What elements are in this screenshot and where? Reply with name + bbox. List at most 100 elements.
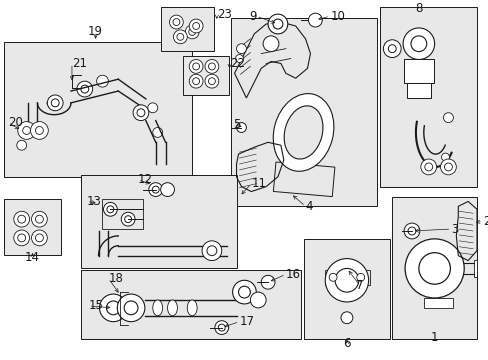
Bar [81, 270, 300, 339]
Circle shape [51, 99, 59, 107]
Circle shape [22, 126, 30, 134]
Circle shape [185, 25, 199, 39]
Circle shape [236, 44, 246, 54]
Circle shape [103, 202, 117, 216]
Circle shape [47, 95, 63, 111]
Circle shape [272, 19, 282, 29]
Text: 3: 3 [450, 222, 458, 235]
Bar [406, 83, 430, 98]
Circle shape [81, 85, 88, 93]
Text: 21: 21 [72, 57, 87, 70]
Bar [81, 175, 236, 269]
Circle shape [424, 163, 432, 171]
Circle shape [77, 81, 92, 97]
Text: 19: 19 [88, 26, 103, 39]
Circle shape [387, 45, 395, 53]
Text: 5: 5 [233, 118, 241, 131]
Circle shape [189, 19, 203, 33]
Circle shape [340, 312, 352, 324]
Circle shape [18, 234, 25, 242]
Text: 16: 16 [285, 268, 300, 281]
Ellipse shape [187, 300, 197, 316]
Circle shape [14, 211, 29, 227]
Circle shape [192, 63, 199, 70]
Text: 18: 18 [108, 272, 123, 285]
Circle shape [204, 59, 218, 73]
Bar [303, 239, 389, 339]
Circle shape [261, 275, 274, 289]
Bar [380, 7, 476, 186]
Circle shape [124, 301, 138, 315]
Circle shape [18, 122, 36, 139]
Text: 13: 13 [86, 195, 102, 208]
Text: 1: 1 [430, 331, 438, 344]
Text: 20: 20 [8, 116, 23, 129]
Circle shape [18, 215, 25, 223]
Text: 6: 6 [343, 337, 350, 350]
Bar [325, 270, 369, 285]
Circle shape [192, 23, 199, 30]
Text: 4: 4 [305, 200, 312, 213]
Circle shape [97, 75, 108, 87]
Circle shape [328, 273, 336, 281]
Circle shape [325, 258, 368, 302]
Circle shape [235, 55, 243, 62]
Circle shape [147, 103, 157, 113]
Text: 8: 8 [414, 2, 422, 15]
Circle shape [36, 234, 43, 242]
Circle shape [263, 36, 278, 51]
Text: 15: 15 [88, 300, 103, 312]
Circle shape [14, 230, 29, 246]
Circle shape [30, 122, 48, 139]
Circle shape [236, 122, 246, 132]
Circle shape [441, 153, 448, 161]
Circle shape [121, 212, 135, 226]
Circle shape [402, 28, 434, 59]
Circle shape [443, 113, 452, 122]
Circle shape [177, 33, 183, 40]
Circle shape [202, 241, 221, 261]
Circle shape [407, 227, 415, 235]
Circle shape [208, 63, 215, 70]
Text: 23: 23 [216, 8, 231, 21]
Bar [391, 198, 476, 339]
Text: 12: 12 [138, 173, 153, 186]
Bar [4, 42, 192, 177]
Bar [473, 260, 476, 277]
Circle shape [36, 126, 43, 134]
Circle shape [204, 74, 218, 88]
Circle shape [36, 215, 43, 223]
Bar [403, 59, 433, 83]
Circle shape [192, 78, 199, 85]
Circle shape [308, 13, 322, 27]
Ellipse shape [152, 300, 163, 316]
Ellipse shape [284, 106, 322, 159]
Circle shape [334, 269, 358, 292]
Text: 10: 10 [329, 10, 345, 23]
Text: 11: 11 [251, 177, 266, 190]
Circle shape [238, 286, 250, 298]
Circle shape [152, 127, 163, 138]
Circle shape [232, 280, 256, 304]
Circle shape [250, 292, 265, 308]
Bar [230, 18, 377, 206]
Circle shape [444, 163, 451, 171]
Text: 7: 7 [355, 279, 363, 292]
Bar [161, 7, 213, 51]
Circle shape [148, 183, 163, 197]
Circle shape [173, 19, 180, 26]
Circle shape [31, 230, 47, 246]
Circle shape [117, 294, 144, 322]
Text: 22: 22 [229, 57, 244, 70]
Circle shape [124, 216, 131, 222]
Ellipse shape [273, 94, 333, 171]
Circle shape [206, 246, 216, 256]
Circle shape [410, 36, 426, 51]
Circle shape [169, 15, 183, 29]
Circle shape [100, 294, 127, 322]
Circle shape [106, 301, 120, 315]
Circle shape [189, 74, 203, 88]
Bar [183, 55, 228, 95]
Circle shape [403, 223, 419, 239]
Circle shape [189, 59, 203, 73]
